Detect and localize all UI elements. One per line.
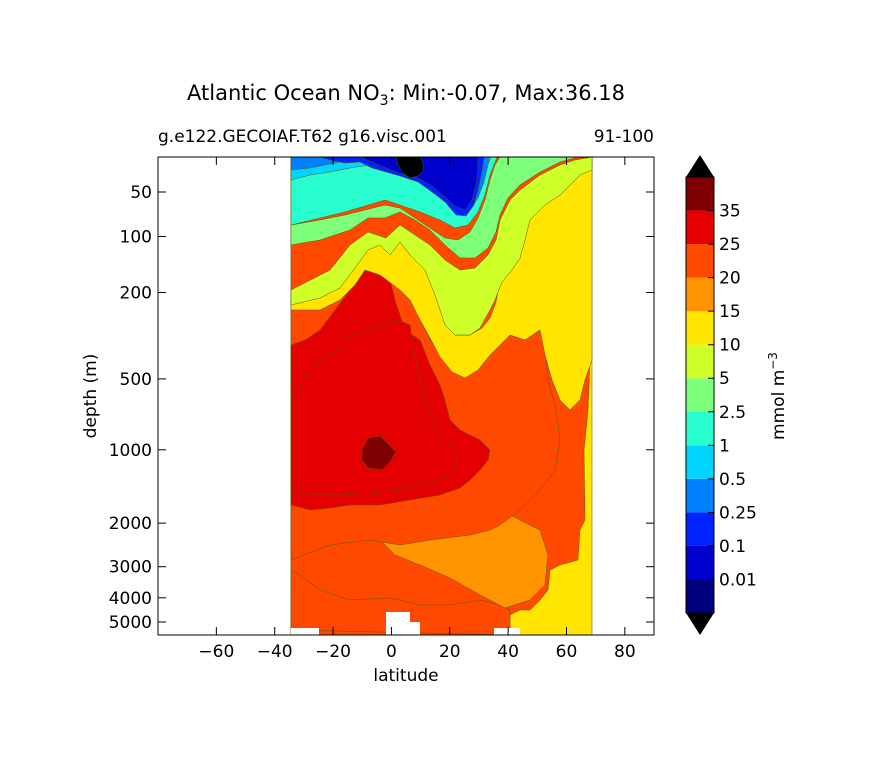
colorbar-label: mmol m−3 — [766, 352, 789, 440]
level-band-2.5-5 — [290, 157, 579, 259]
chart-title-prefix: Atlantic Ocean NO — [187, 81, 380, 105]
colorbar-label-unit: mmol m — [769, 370, 789, 440]
level-band-below-0.01 — [395, 157, 425, 179]
colorbar-segment — [686, 579, 714, 613]
x-tick-label: −60 — [198, 642, 234, 662]
colorbar-extend-min — [686, 613, 714, 635]
colorbar-frame — [685, 176, 715, 614]
bottom-mask-segment — [386, 612, 420, 635]
chart-title: Atlantic Ocean NO3: Min:-0.07, Max:36.18 — [187, 81, 625, 109]
x-tick-label: −40 — [257, 642, 293, 662]
colorbar-tick-label: 25 — [719, 235, 741, 255]
y-tick-label: 5000 — [109, 613, 152, 633]
bottom-mask-segment — [494, 628, 520, 635]
y-tick-label: 100 — [120, 227, 152, 247]
colorbar-segment — [686, 478, 714, 513]
level-band-25-35-core — [290, 319, 459, 496]
y-axis-label: depth (m) — [81, 354, 101, 439]
colorbar-segment — [686, 545, 714, 580]
x-tick-label: 60 — [556, 642, 578, 662]
colorbar-segment — [686, 344, 714, 379]
level-band-15-20-deep — [290, 569, 511, 635]
x-tick-label: 20 — [439, 642, 461, 662]
x-tick-label: 0 — [386, 642, 397, 662]
y-tick-label: 50 — [130, 183, 152, 203]
colorbar-tick-label: 2.5 — [719, 403, 746, 423]
colorbar-tick-label: 1 — [719, 436, 730, 456]
colorbar-segment — [686, 445, 714, 479]
contour-field — [290, 157, 593, 635]
colorbar-segment — [686, 512, 714, 546]
y-tick-label: 1000 — [109, 441, 152, 461]
x-tick-label: 40 — [497, 642, 519, 662]
colorbar-segment — [686, 311, 714, 345]
y-tick-label: 2000 — [109, 514, 152, 534]
bottom-mask-segment — [291, 628, 319, 635]
colorbar-tick-label: 0.25 — [719, 503, 757, 523]
colorbar-segment — [686, 244, 714, 278]
y-tick-label: 3000 — [109, 558, 152, 578]
level-band-above-35 — [361, 435, 397, 471]
level-band-5-10 — [290, 157, 593, 336]
level-band-0.01-0.1 — [359, 157, 479, 211]
y-tick-label: 200 — [120, 283, 152, 303]
colorbar-segment — [686, 411, 714, 446]
y-tick-label: 4000 — [109, 589, 152, 609]
x-axis-ticks: −60 −40 −20 0 20 40 60 80 — [198, 157, 636, 662]
colorbar-segment — [686, 277, 714, 312]
colorbar-segment — [686, 177, 714, 211]
colorbar-label-exponent: −3 — [766, 352, 780, 370]
colorbar-extend-max — [686, 155, 714, 177]
plot-frame — [157, 156, 655, 636]
colorbar-tick-label: 20 — [719, 269, 741, 289]
colorbar-segment — [686, 378, 714, 412]
chart-title-suffix: : Min:-0.07, Max:36.18 — [389, 81, 625, 105]
colorbar-tick-label: 15 — [719, 302, 741, 322]
y-tick-label: 500 — [120, 370, 152, 390]
chart-subtitle-left: g.e122.GECOIAF.T62 g16.visc.001 — [158, 127, 447, 147]
colorbar-tick-label: 10 — [719, 336, 741, 356]
colorbar-tick-label: 0.1 — [719, 537, 746, 557]
x-tick-label: 80 — [614, 642, 636, 662]
colorbar-tick-label: 0.01 — [719, 570, 757, 590]
colorbar-tick-label: 0.5 — [719, 470, 746, 490]
x-tick-label: −20 — [315, 642, 351, 662]
y-axis-ticks: 50 100 200 500 1000 2000 3000 4000 5000 — [109, 183, 654, 633]
x-axis-label: latitude — [373, 666, 438, 686]
colorbar-segment — [686, 210, 714, 245]
chart-subtitle-right: 91-100 — [594, 127, 654, 147]
colorbar-tick-label: 5 — [719, 369, 730, 389]
colorbar-tick-label: 35 — [719, 202, 741, 222]
chart-title-subscript: 3 — [380, 93, 389, 109]
colorbar: 0.01 0.1 0.25 0.5 1 2.5 5 10 15 20 25 35 — [685, 155, 757, 635]
